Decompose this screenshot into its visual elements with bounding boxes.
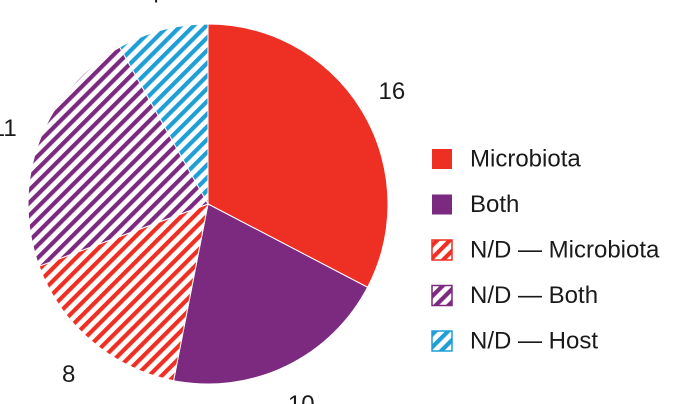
legend: Microbiota Both N/D — Microbiota N/D — Both… xyxy=(431,145,660,354)
pie-slice-n-d-host xyxy=(118,23,209,206)
legend-entry-microbiota: Microbiota xyxy=(432,145,581,172)
legend-entry-n-d-both: N/D — Both xyxy=(431,282,598,309)
legend-swatch-both xyxy=(432,194,452,215)
slice-label-n-d-both: 11 xyxy=(0,115,17,142)
legend-entry-n-d-host: N/D — Host xyxy=(431,327,598,354)
slice-label-both: 10 xyxy=(288,391,315,404)
slice-labels-layer: 16 10 8 11 4 xyxy=(0,0,405,404)
slices-layer xyxy=(27,23,389,385)
legend-swatch-n-d-both xyxy=(431,284,453,307)
legend-label-n-d-both: N/D — Both xyxy=(470,282,598,309)
legend-entry-n-d-microbiota: N/D — Microbiota xyxy=(431,236,660,263)
slice-label-microbiota: 16 xyxy=(379,78,406,105)
pie-slice-n-d-microbiota xyxy=(38,203,209,382)
legend-entry-both: Both xyxy=(432,191,519,218)
pie-slice-both xyxy=(173,203,369,385)
legend-label-n-d-host: N/D — Host xyxy=(470,327,598,354)
slice-label-n-d-host: 4 xyxy=(147,0,160,8)
legend-swatch-n-d-microbiota xyxy=(431,239,453,261)
legend-label-microbiota: Microbiota xyxy=(470,145,581,172)
slice-label-n-d-microbiota: 8 xyxy=(62,361,75,388)
legend-swatch-n-d-host xyxy=(431,330,453,352)
legend-label-n-d-microbiota: N/D — Microbiota xyxy=(470,236,660,263)
legend-label-both: Both xyxy=(470,191,519,218)
pie-slice-microbiota xyxy=(207,23,389,288)
legend-swatch-microbiota xyxy=(432,149,452,169)
pie-slice-n-d-both xyxy=(27,46,209,267)
